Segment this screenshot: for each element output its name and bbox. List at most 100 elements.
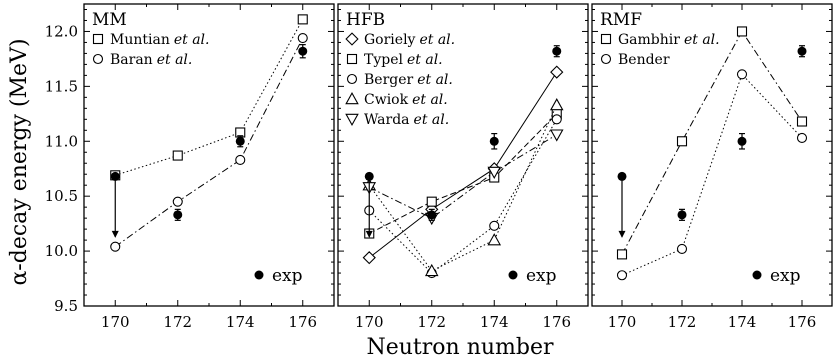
legend-label: Goriely et al.	[364, 32, 455, 48]
legend-name: Goriely	[364, 32, 416, 48]
legend-item: Baran et al.	[92, 52, 192, 68]
legend-item: Gambhir et al.	[600, 32, 720, 48]
legend-suffix: et al.	[407, 52, 443, 68]
exp-point	[677, 210, 687, 220]
legend-suffix: et al.	[419, 32, 455, 48]
y-tick-label: 11.0	[45, 132, 78, 150]
exp-point	[110, 171, 120, 181]
legend-name: Muntian	[110, 32, 170, 48]
series-point	[235, 154, 246, 165]
series-typel	[364, 108, 562, 239]
series-point	[549, 98, 564, 111]
series-point	[676, 136, 688, 147]
x-tick-label: 170	[355, 313, 384, 331]
upper-limit-arrowhead	[365, 230, 373, 238]
legend-name: Gambhir	[618, 32, 680, 48]
legend-item: Muntian et al.	[92, 32, 209, 48]
x-tick-label: 172	[417, 313, 446, 331]
legend-marker	[345, 92, 359, 105]
legend-marker	[345, 32, 359, 46]
series-point	[796, 132, 808, 144]
legend-item: Cwiok et al.	[345, 92, 448, 108]
series-line	[368, 119, 558, 274]
series-point	[676, 243, 688, 254]
series-line	[114, 37, 304, 248]
panel-label: MM	[92, 10, 127, 30]
legend-item: Typel et al.	[346, 52, 443, 68]
upper-limit-arrowhead	[618, 230, 626, 238]
y-tick-label: 10.5	[45, 187, 78, 205]
panels-group: 9.5 10.0 10.5 11.0 11.5 12.0 170 172 174 176 MM Mun…	[45, 3, 833, 331]
exp-point	[298, 46, 308, 56]
x-axis-label: Neutron number	[366, 335, 554, 360]
series-point	[424, 263, 439, 277]
exp-point	[235, 136, 245, 146]
legend-marker	[600, 53, 612, 65]
series-line	[368, 104, 558, 272]
exp-point	[427, 210, 437, 220]
x-tick-label: 174	[728, 313, 757, 331]
exp-point	[173, 210, 183, 220]
series-point	[736, 26, 748, 37]
panel-frame	[591, 3, 833, 307]
x-tick-label: 174	[480, 313, 509, 331]
series-point	[110, 241, 121, 252]
series-point	[796, 116, 808, 127]
series-point	[487, 233, 502, 246]
legend-item: Warda et al.	[345, 112, 450, 128]
experiment-series	[110, 44, 308, 238]
legend-suffix: et al.	[157, 52, 193, 68]
exp-point	[489, 136, 499, 146]
series-baran	[110, 32, 308, 252]
x-tick-label: 174	[226, 313, 255, 331]
panel-frame	[337, 3, 589, 307]
experiment-series	[364, 45, 562, 238]
legend-item: Berger et al.	[346, 72, 453, 88]
upper-limit-arrowhead	[111, 230, 119, 238]
legend-name: Bender	[618, 52, 670, 68]
exp-point	[552, 46, 562, 56]
legend-marker	[346, 73, 358, 85]
y-tick-label: 10.0	[45, 242, 78, 260]
exp-point	[737, 136, 747, 146]
legend: Goriely et al.Typel et al.Berger et al.Cwio…	[345, 32, 455, 128]
legend-name: Typel	[364, 52, 403, 68]
legend-label: Bender	[618, 52, 670, 68]
series-line	[621, 73, 803, 276]
panel-label: HFB	[346, 10, 385, 30]
legend: Muntian et al.Baran et al.	[92, 32, 209, 68]
series-point	[297, 32, 308, 44]
exp-legend: exp	[254, 266, 303, 286]
series-point	[297, 14, 308, 25]
legend-label: Gambhir et al.	[618, 32, 720, 48]
legend-label: Baran et al.	[110, 52, 192, 68]
exp-legend-label: exp	[770, 266, 801, 286]
series-point	[426, 196, 437, 207]
series-line	[621, 30, 803, 255]
x-tick-label: 176	[288, 313, 317, 331]
series-point	[172, 150, 183, 161]
legend-name: Berger	[364, 72, 414, 88]
x-tick-label: 176	[542, 313, 571, 331]
legend-label: Typel et al.	[364, 52, 443, 68]
legend-name: Cwiok	[364, 92, 409, 108]
legend-label: Muntian et al.	[110, 32, 209, 48]
series-warda	[362, 129, 564, 226]
series-point	[172, 196, 183, 207]
legend-label: Cwiok et al.	[364, 92, 448, 108]
panel-mm: 9.5 10.0 10.5 11.0 11.5 12.0 170 172 174 176 MM Mun…	[45, 3, 335, 331]
x-tick-label: 172	[668, 313, 697, 331]
legend-suffix: et al.	[414, 112, 450, 128]
series-line	[369, 113, 558, 234]
series-gambhir	[616, 26, 808, 260]
legend-marker	[92, 33, 104, 45]
experiment-series	[617, 45, 807, 238]
exp-point	[364, 171, 374, 181]
y-tick-label: 9.5	[54, 297, 78, 315]
series-line	[115, 19, 304, 176]
legend-suffix: et al.	[417, 72, 453, 88]
series-point	[550, 65, 564, 79]
x-tick-label: 172	[163, 313, 192, 331]
series-point	[616, 249, 628, 260]
